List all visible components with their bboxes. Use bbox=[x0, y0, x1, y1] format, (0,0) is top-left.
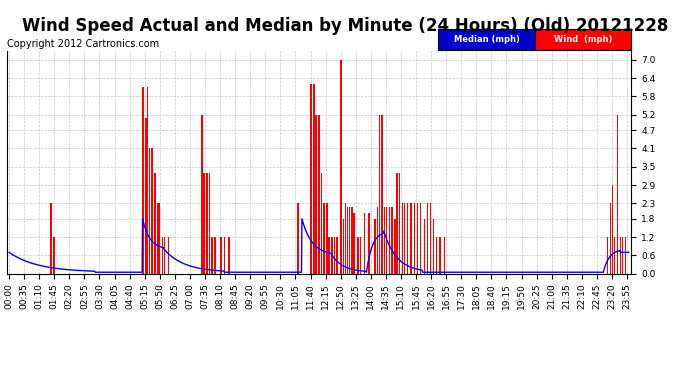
Text: Wind Speed Actual and Median by Minute (24 Hours) (Old) 20121228: Wind Speed Actual and Median by Minute (… bbox=[22, 17, 668, 35]
FancyBboxPatch shape bbox=[535, 29, 631, 50]
Text: Wind  (mph): Wind (mph) bbox=[554, 35, 612, 44]
FancyBboxPatch shape bbox=[438, 29, 535, 50]
Text: Copyright 2012 Cartronics.com: Copyright 2012 Cartronics.com bbox=[7, 39, 159, 50]
Text: Median (mph): Median (mph) bbox=[453, 35, 520, 44]
